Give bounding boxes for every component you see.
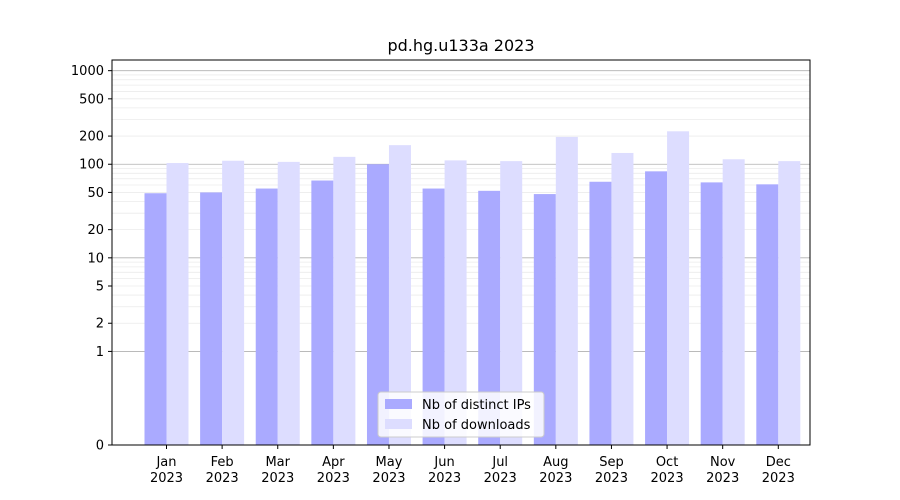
bar-downloads [333,156,356,446]
bar-downloads [277,161,300,445]
x-tick-label-month: Oct [656,455,678,470]
y-tick-label: 10 [87,251,104,266]
x-tick-label-year: 2023 [539,471,572,486]
bar-downloads [222,160,245,446]
legend-box [377,391,545,438]
bar-distinct-ips [700,182,723,445]
bar-downloads [444,160,467,445]
bar-distinct-ips [200,192,223,445]
x-tick-label-year: 2023 [372,471,405,486]
bar-downloads [667,131,690,445]
x-tick-label-year: 2023 [317,471,350,486]
x-tick-label-year: 2023 [484,471,517,486]
x-tick-label-year: 2023 [706,471,739,486]
bars [144,131,801,446]
x-tick-label-year: 2023 [651,471,684,486]
bar-distinct-ips [645,171,668,445]
bar-distinct-ips [255,188,278,445]
x-tick-label-month: May [376,455,403,470]
bar-downloads [778,161,801,445]
bar-distinct-ips [478,190,501,445]
x-tick-label-month: Jan [155,455,176,470]
x-tick-label-year: 2023 [762,471,795,486]
x-axis: Jan2023Feb2023Mar2023Apr2023May2023Jun20… [150,445,795,486]
legend-label: Nb of distinct IPs [422,398,531,413]
chart-title: pd.hg.u133a 2023 [387,36,534,55]
legend-swatch [385,399,412,409]
x-tick-label-month: Apr [322,455,345,470]
bar-downloads [388,145,411,445]
bar-downloads [555,136,578,446]
y-tick-label: 0 [96,439,104,454]
x-tick-label-month: Jun [433,455,454,470]
x-tick-label-month: Feb [211,455,234,470]
y-tick-label: 50 [87,186,104,201]
y-tick-label: 20 [87,223,104,238]
x-tick-label-year: 2023 [428,471,461,486]
x-tick-label-month: Sep [599,455,624,470]
y-axis: 0 1 2 5 10 20 50 100 200 500 1000 [71,64,112,454]
y-tick-label: 2 [96,317,104,332]
y-tick-label: 500 [79,92,104,107]
bar-distinct-ips [422,188,445,445]
x-tick-label-month: Mar [265,455,290,470]
x-tick-label-month: Nov [710,455,736,470]
bar-downloads [722,159,745,446]
x-tick-label-year: 2023 [150,471,183,486]
x-tick-label-month: Dec [766,455,791,470]
legend-swatch [385,419,412,429]
bar-distinct-ips [756,184,779,445]
y-tick-label: 1 [96,345,104,360]
x-tick-label-month: Aug [543,455,568,470]
y-tick-label: 100 [79,158,104,173]
bar-distinct-ips [144,193,167,445]
bar-downloads [500,161,523,445]
bar-distinct-ips [311,180,334,446]
x-tick-label-year: 2023 [595,471,628,486]
x-tick-label-year: 2023 [261,471,294,486]
x-tick-label-month: Jul [491,455,508,470]
bar-distinct-ips [589,181,612,446]
plot-frame [111,59,811,446]
legend-label: Nb of downloads [422,418,531,433]
y-tick-label: 5 [96,280,104,295]
y-tick-label: 200 [79,130,104,145]
bar-downloads [611,152,634,445]
bar-distinct-ips [533,194,556,445]
x-tick-label-year: 2023 [206,471,239,486]
legend: Nb of distinct IPs Nb of downloads [377,391,545,438]
bar-distinct-ips [366,164,389,445]
y-tick-label: 1000 [71,64,104,79]
bar-downloads [166,163,189,445]
